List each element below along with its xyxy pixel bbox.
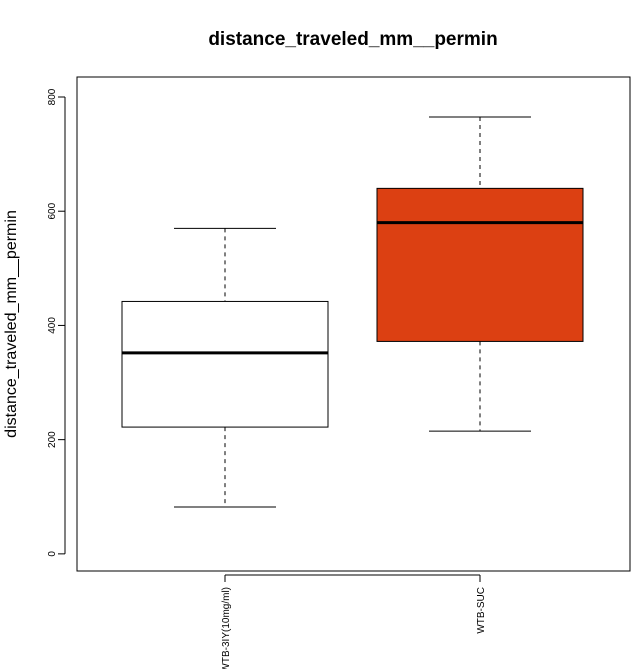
y-tick-label: 600 [47, 202, 58, 219]
boxes [121, 116, 584, 508]
box-0 [121, 227, 329, 508]
y-tick-label: 200 [47, 431, 58, 448]
y-axis-label: distance_traveled_mm__permin [3, 210, 20, 438]
x-tick-label: WTB-3IY(10mg/ml) [221, 587, 232, 669]
plot-frame [76, 76, 631, 572]
y-tick-label: 400 [47, 317, 58, 334]
y-tick-label: 800 [47, 88, 58, 105]
y-tick-label: 0 [47, 551, 58, 557]
box-1 [376, 116, 584, 432]
y-axis: 0 200 400 600 800 [47, 88, 66, 557]
x-axis: WTB-3IY(10mg/ml) WTB-SUC [221, 574, 487, 669]
chart-title: distance_traveled_mm__permin [208, 29, 497, 50]
iqr-box [376, 187, 584, 342]
x-tick-label: WTB-SUC [476, 587, 487, 634]
iqr-box [121, 300, 329, 428]
